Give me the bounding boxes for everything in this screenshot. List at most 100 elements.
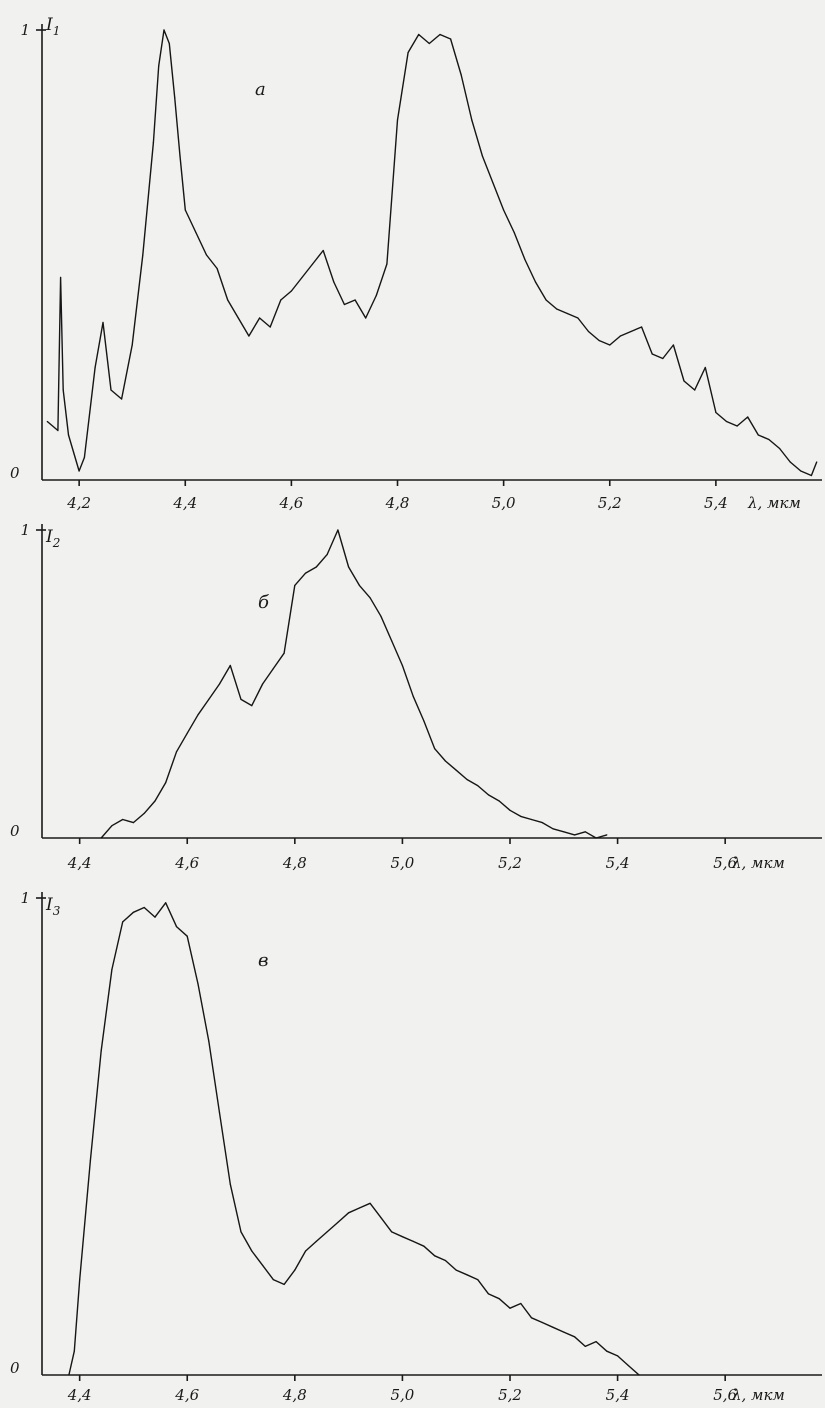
data-point (237, 317, 239, 319)
data-point (627, 1364, 629, 1367)
data-point (262, 683, 264, 685)
x-tick-label: 5,0 (492, 494, 516, 512)
panel-b: 1 0 I2 4,4 4,6 4,8 5,0 5,2 5,4 5,6λ, мкм б (10, 521, 822, 872)
data-point (574, 1336, 576, 1338)
x-tick-label: 4,6 (174, 1386, 199, 1404)
data-point (186, 732, 188, 734)
data-point (541, 822, 543, 824)
data-point (617, 1355, 619, 1357)
x-tick-label: 5,2 (598, 494, 622, 512)
data-point (747, 416, 749, 418)
data-point (704, 366, 706, 369)
data-point (272, 1279, 274, 1281)
data-point (218, 1112, 221, 1114)
data-point (534, 281, 537, 283)
data-point (423, 720, 425, 722)
data-point (530, 818, 533, 821)
x-tick-label: 5,4 (606, 854, 630, 872)
data-point (79, 1279, 81, 1281)
data-point (487, 1293, 490, 1295)
y-tick-label: 1 (20, 521, 30, 539)
data-point (348, 1212, 350, 1214)
x-tick-label: 5,4 (704, 494, 728, 512)
data-point (294, 584, 296, 587)
data-point (563, 1331, 565, 1333)
data-point (498, 800, 500, 802)
data-point (122, 818, 124, 821)
data-point (301, 276, 303, 279)
data-point (460, 74, 462, 76)
data-point (450, 38, 452, 40)
x-axis-label: λ, мкм (747, 494, 801, 512)
data-point (337, 529, 339, 531)
data-point (694, 389, 696, 391)
data-point (100, 1050, 102, 1052)
data-point (305, 572, 307, 574)
data-point (326, 554, 328, 556)
y-axis-label: I1 (45, 15, 60, 38)
data-point (816, 461, 818, 463)
data-point (725, 420, 728, 423)
data-point (401, 664, 403, 667)
data-point (227, 299, 229, 301)
spectrum-line (46, 29, 818, 477)
data-point (57, 429, 59, 432)
data-point (779, 447, 781, 450)
data-point (563, 831, 565, 833)
data-point (122, 921, 124, 923)
data-point (154, 800, 156, 802)
data-point (240, 698, 242, 701)
data-point (715, 411, 717, 414)
y-axis-label-subscript: 1 (53, 24, 61, 38)
data-point (354, 299, 356, 301)
data-point (757, 434, 759, 436)
data-point (380, 615, 382, 617)
data-point (584, 1345, 586, 1347)
data-point (262, 1264, 264, 1266)
y-tick-label: 1 (20, 889, 30, 907)
data-point (154, 916, 156, 918)
data-point (577, 317, 579, 319)
data-point (269, 326, 271, 328)
data-point (369, 597, 371, 599)
data-point (651, 353, 653, 355)
data-point (315, 1240, 317, 1242)
data-point (412, 1240, 414, 1242)
data-point (283, 652, 285, 654)
data-point (498, 1298, 500, 1300)
data-point (595, 1341, 597, 1343)
data-point (315, 566, 317, 568)
data-point (768, 438, 770, 441)
x-tick-label: 5,2 (498, 854, 522, 872)
data-point (434, 748, 436, 750)
data-point (132, 911, 134, 913)
data-point (251, 705, 253, 707)
data-point (100, 837, 102, 839)
data-point (294, 1269, 296, 1271)
data-point (789, 461, 791, 463)
data-point (272, 668, 274, 670)
data-point (175, 926, 178, 928)
data-point (606, 834, 608, 836)
data-point (477, 785, 479, 787)
x-axis-label: λ, мкм (731, 1386, 785, 1404)
data-point (73, 1350, 75, 1352)
data-point (418, 33, 420, 36)
y-tick-label: 0 (10, 822, 20, 840)
data-point (641, 326, 643, 328)
data-point (606, 1350, 608, 1352)
data-point (229, 664, 231, 667)
data-point (216, 267, 218, 270)
y-axis-label: I3 (45, 895, 61, 918)
data-point (444, 760, 446, 762)
data-point (672, 344, 675, 346)
panel-label: в (258, 950, 268, 971)
data-point (46, 420, 48, 423)
data-point (630, 330, 632, 333)
y-axis-label: I2 (45, 527, 60, 550)
data-point (218, 683, 221, 685)
data-point (595, 837, 597, 839)
data-point (401, 1236, 403, 1238)
data-point (365, 317, 367, 319)
data-point (358, 584, 360, 587)
